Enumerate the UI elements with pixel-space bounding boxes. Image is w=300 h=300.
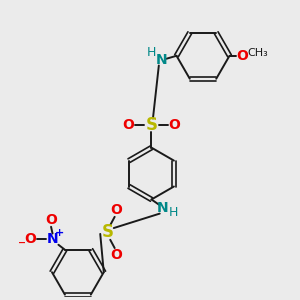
- Text: O: O: [169, 118, 180, 132]
- Text: O: O: [25, 232, 36, 246]
- Text: H: H: [168, 206, 178, 219]
- Text: +: +: [55, 228, 64, 238]
- Text: O: O: [236, 49, 248, 63]
- Text: N: N: [155, 53, 167, 67]
- Text: CH₃: CH₃: [248, 48, 268, 58]
- Text: N: N: [157, 201, 169, 215]
- Text: O: O: [45, 213, 57, 227]
- Text: S: S: [146, 116, 158, 134]
- Text: O: O: [123, 118, 134, 132]
- Text: O: O: [110, 248, 122, 262]
- Text: S: S: [101, 224, 113, 242]
- Text: O: O: [110, 203, 122, 218]
- Text: ⁻: ⁻: [18, 238, 26, 253]
- Text: H: H: [147, 46, 157, 59]
- Text: N: N: [47, 232, 58, 246]
